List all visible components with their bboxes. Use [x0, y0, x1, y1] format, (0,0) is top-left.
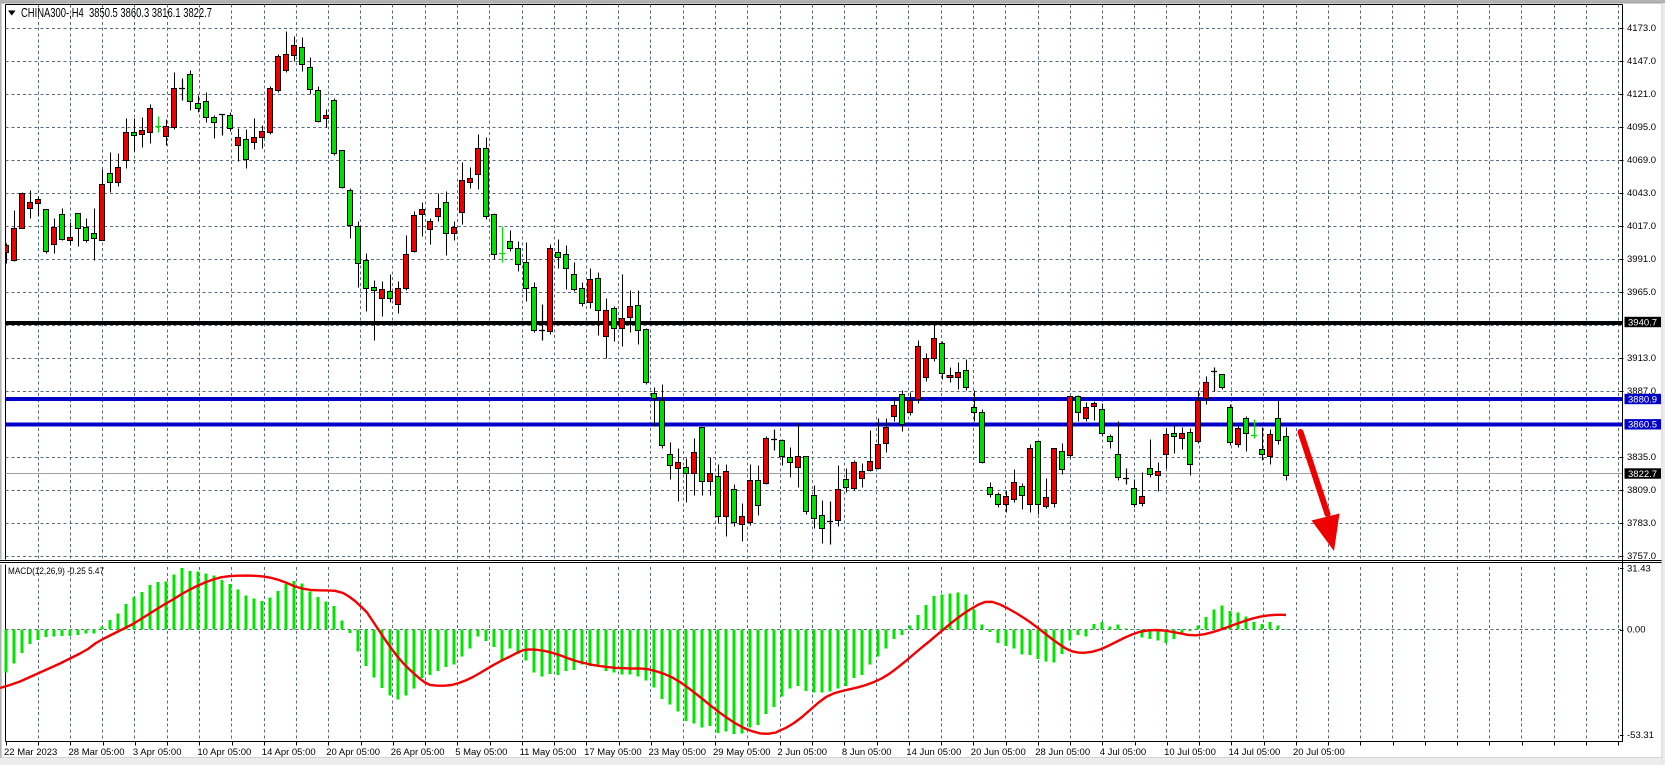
- svg-text:3809.0: 3809.0: [1627, 485, 1656, 496]
- svg-text:CHINA300-,H4 3850.5 3860.3 38: CHINA300-,H4 3850.5 3860.3 3816.1 3822.7: [21, 6, 212, 20]
- svg-text:5 May 05:00: 5 May 05:00: [455, 747, 507, 758]
- svg-text:4095.0: 4095.0: [1627, 122, 1656, 133]
- svg-text:26 Apr 05:00: 26 Apr 05:00: [391, 747, 445, 758]
- svg-text:3783.0: 3783.0: [1627, 518, 1656, 529]
- svg-text:4043.0: 4043.0: [1627, 188, 1656, 199]
- svg-text:3 Apr 05:00: 3 Apr 05:00: [133, 747, 182, 758]
- svg-text:MACD(12,26,9) -0.25 5.47: MACD(12,26,9) -0.25 5.47: [8, 566, 104, 577]
- svg-text:31.43: 31.43: [1627, 564, 1651, 575]
- svg-text:3887.0: 3887.0: [1627, 386, 1656, 397]
- svg-text:3880.9: 3880.9: [1628, 394, 1657, 405]
- svg-text:3991.0: 3991.0: [1627, 254, 1656, 265]
- svg-text:4147.0: 4147.0: [1627, 56, 1656, 67]
- svg-text:3940.7: 3940.7: [1628, 317, 1657, 328]
- svg-text:10 Jul 05:00: 10 Jul 05:00: [1164, 747, 1216, 758]
- svg-text:22 Mar 2023: 22 Mar 2023: [4, 747, 57, 758]
- svg-text:20 Apr 05:00: 20 Apr 05:00: [326, 747, 380, 758]
- svg-text:14 Apr 05:00: 14 Apr 05:00: [262, 747, 316, 758]
- svg-text:10 Apr 05:00: 10 Apr 05:00: [197, 747, 251, 758]
- svg-text:17 May 05:00: 17 May 05:00: [584, 747, 642, 758]
- svg-text:4 Jul 05:00: 4 Jul 05:00: [1100, 747, 1146, 758]
- svg-text:-53.31: -53.31: [1627, 730, 1654, 741]
- svg-text:3965.0: 3965.0: [1627, 287, 1656, 298]
- svg-text:11 May 05:00: 11 May 05:00: [520, 747, 577, 758]
- svg-text:4173.0: 4173.0: [1627, 23, 1656, 34]
- svg-text:20 Jul 05:00: 20 Jul 05:00: [1293, 747, 1345, 758]
- svg-text:14 Jul 05:00: 14 Jul 05:00: [1229, 747, 1281, 758]
- svg-text:2 Jun 05:00: 2 Jun 05:00: [777, 747, 827, 758]
- svg-text:4017.0: 4017.0: [1627, 221, 1656, 232]
- svg-text:3835.0: 3835.0: [1627, 452, 1656, 463]
- svg-text:3860.5: 3860.5: [1628, 420, 1657, 431]
- svg-text:28 Jun 05:00: 28 Jun 05:00: [1035, 747, 1090, 758]
- svg-text:14 Jun 05:00: 14 Jun 05:00: [906, 747, 961, 758]
- svg-text:3913.0: 3913.0: [1627, 353, 1656, 364]
- svg-text:28 Mar 05:00: 28 Mar 05:00: [69, 747, 125, 758]
- svg-text:23 May 05:00: 23 May 05:00: [649, 747, 707, 758]
- svg-text:29 May 05:00: 29 May 05:00: [713, 747, 771, 758]
- svg-text:4121.0: 4121.0: [1627, 89, 1656, 100]
- svg-text:8 Jun 05:00: 8 Jun 05:00: [842, 747, 892, 758]
- svg-text:20 Jun 05:00: 20 Jun 05:00: [971, 747, 1026, 758]
- svg-text:3822.7: 3822.7: [1628, 469, 1657, 480]
- svg-text:0.00: 0.00: [1627, 625, 1646, 636]
- svg-text:3757.0: 3757.0: [1627, 551, 1656, 562]
- svg-text:4069.0: 4069.0: [1627, 155, 1656, 166]
